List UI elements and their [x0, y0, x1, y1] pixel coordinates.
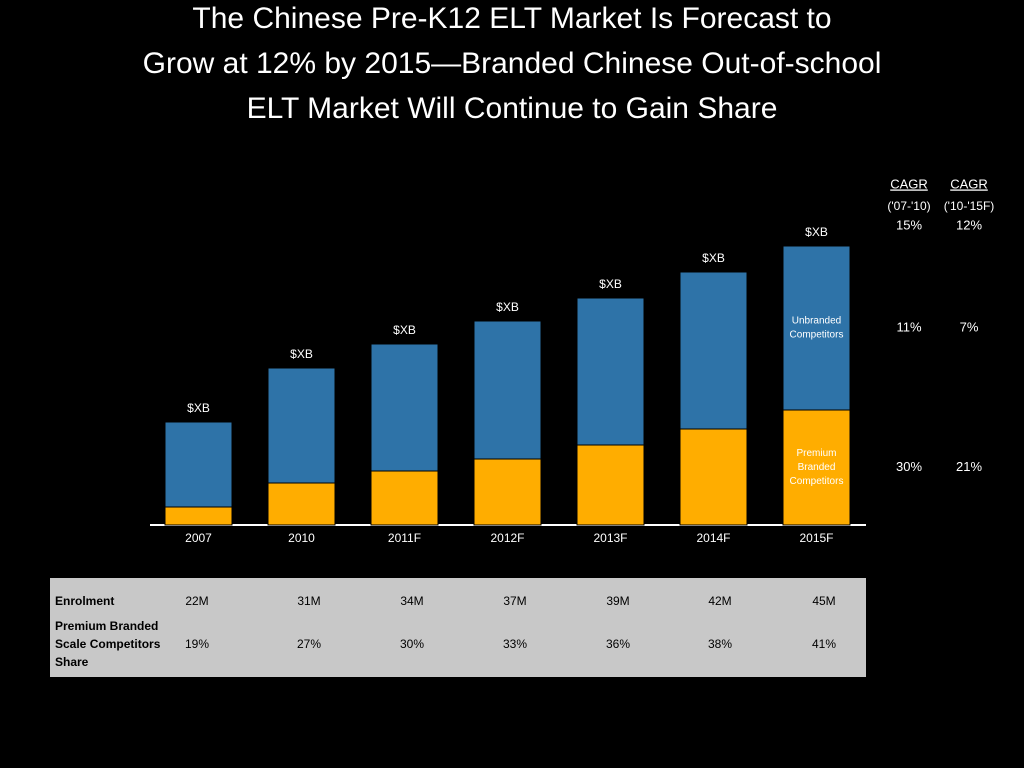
bar-segment [370, 470, 439, 526]
table-cell: 39M [606, 594, 629, 608]
cagr-value: 21% [956, 459, 982, 474]
bar-segment [164, 506, 233, 526]
bar-segment [679, 428, 748, 526]
cagr-value: 30% [896, 459, 922, 474]
x-tick-label: 2013F [593, 531, 627, 545]
table-cell: 22M [185, 594, 208, 608]
bar-segment [267, 482, 336, 526]
table-cell: 31M [297, 594, 320, 608]
bar-segment [782, 409, 851, 526]
table-cell: 36% [606, 637, 630, 651]
series-label: Competitors [790, 330, 844, 341]
x-tick-label: 2010 [288, 531, 315, 545]
total-label: $XB [496, 300, 519, 314]
x-tick-label: 2014F [696, 531, 730, 545]
x-tick-label: 2012F [490, 531, 524, 545]
table-cell: 30% [400, 637, 424, 651]
total-label: $XB [187, 401, 210, 415]
series-label: Premium [796, 448, 836, 459]
table-background [50, 578, 866, 677]
table-cell: 45M [812, 594, 835, 608]
table-cell: 19% [185, 637, 209, 651]
table-cell: 33% [503, 637, 527, 651]
total-label: $XB [599, 277, 622, 291]
cagr-value: 7% [960, 319, 979, 334]
table-cell: 42M [708, 594, 731, 608]
row-label: Premium Branded [55, 619, 158, 633]
row-label: Scale Competitors [55, 637, 161, 651]
series-label: Competitors [790, 476, 844, 487]
title-line: ELT Market Will Continue to Gain Share [247, 92, 778, 125]
cagr-total: 15% [896, 217, 922, 232]
bar-segment [679, 271, 748, 430]
cagr-header: CAGR [890, 176, 928, 191]
table-cell: 34M [400, 594, 423, 608]
table-cell: 41% [812, 637, 836, 651]
total-label: $XB [805, 225, 828, 239]
cagr-period: ('07-'10) [887, 199, 930, 213]
table-cell: 38% [708, 637, 732, 651]
bar-segment [782, 245, 851, 411]
bar-segment [164, 421, 233, 508]
title-line: The Chinese Pre-K12 ELT Market Is Foreca… [192, 2, 831, 35]
bar-segment [267, 367, 336, 484]
table-cell: 27% [297, 637, 321, 651]
total-label: $XB [702, 251, 725, 265]
cagr-header: CAGR [950, 176, 988, 191]
bar-segment [576, 444, 645, 526]
bar-segment [370, 343, 439, 472]
series-label: Unbranded [792, 316, 841, 327]
bar-segment [576, 297, 645, 446]
x-tick-label: 2015F [799, 531, 833, 545]
bar-segment [473, 458, 542, 526]
total-label: $XB [393, 323, 416, 337]
x-tick-label: 2007 [185, 531, 212, 545]
cagr-period: ('10-'15F) [944, 199, 995, 213]
row-label: Share [55, 655, 89, 669]
total-label: $XB [290, 347, 313, 361]
cagr-value: 11% [896, 319, 921, 334]
row-label: Enrolment [55, 594, 114, 608]
table-cell: 37M [503, 594, 526, 608]
x-tick-label: 2011F [388, 531, 421, 545]
cagr-total: 12% [956, 217, 982, 232]
series-label: Branded [798, 462, 836, 473]
title-line: Grow at 12% by 2015—Branded Chinese Out-… [143, 47, 882, 80]
bar-segment [473, 320, 542, 460]
